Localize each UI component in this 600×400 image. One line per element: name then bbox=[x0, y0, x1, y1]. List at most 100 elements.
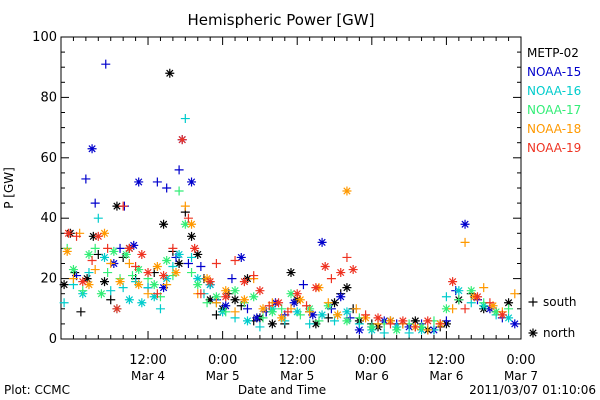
north-marker bbox=[137, 298, 147, 308]
north-marker bbox=[62, 246, 72, 256]
south-marker bbox=[361, 310, 371, 320]
south-marker bbox=[90, 198, 100, 208]
north-marker bbox=[165, 68, 175, 78]
north-marker bbox=[510, 319, 520, 329]
south-marker bbox=[174, 165, 184, 175]
north-marker bbox=[112, 201, 122, 211]
north-marker bbox=[488, 301, 498, 311]
north-marker bbox=[171, 268, 181, 278]
legend-marker-label: south bbox=[543, 295, 577, 309]
north-marker bbox=[121, 249, 131, 259]
north-marker bbox=[84, 280, 94, 290]
y-axis-label: P [GW] bbox=[2, 167, 16, 209]
north-marker bbox=[441, 304, 451, 314]
north-marker bbox=[274, 298, 284, 308]
south-marker bbox=[90, 265, 100, 275]
south-marker bbox=[174, 186, 184, 196]
x-axis-label: Date and Time bbox=[238, 383, 326, 397]
north-marker bbox=[112, 304, 122, 314]
north-marker bbox=[504, 298, 514, 308]
south-marker bbox=[101, 59, 111, 69]
x-tick-label-time: 0:00 bbox=[357, 353, 386, 368]
north-marker bbox=[59, 280, 69, 290]
north-marker bbox=[417, 322, 427, 332]
north-marker bbox=[96, 289, 106, 299]
south-marker bbox=[90, 243, 100, 253]
south-marker bbox=[441, 292, 451, 302]
south-marker bbox=[118, 201, 128, 211]
north-marker bbox=[423, 316, 433, 326]
south-marker bbox=[84, 268, 94, 278]
north-marker bbox=[239, 295, 249, 305]
south-marker bbox=[76, 307, 86, 317]
x-tick-label-date: Mar 6 bbox=[429, 369, 463, 383]
south-marker bbox=[211, 298, 221, 308]
south-marker bbox=[152, 177, 162, 187]
south-marker bbox=[305, 319, 315, 329]
legend-series-label: NOAA-18 bbox=[527, 122, 581, 136]
north-marker bbox=[342, 307, 352, 317]
north-marker bbox=[454, 286, 464, 296]
north-marker bbox=[193, 249, 203, 259]
north-marker bbox=[342, 283, 352, 293]
legend-series-label: NOAA-15 bbox=[527, 65, 581, 79]
x-tick-label-time: 12:00 bbox=[428, 353, 465, 368]
x-tick-label-date: Mar 6 bbox=[355, 369, 389, 383]
north-marker bbox=[317, 310, 327, 320]
north-marker bbox=[333, 310, 343, 320]
north-marker bbox=[230, 295, 240, 305]
south-marker bbox=[143, 289, 153, 299]
legend-series-label: NOAA-16 bbox=[527, 84, 581, 98]
north-marker bbox=[100, 277, 110, 287]
south-marker bbox=[510, 289, 520, 299]
north-marker bbox=[193, 274, 203, 284]
south-marker bbox=[68, 274, 78, 284]
chart-title: Hemispheric Power [GW] bbox=[188, 11, 375, 29]
north-marker bbox=[336, 292, 346, 302]
south-marker bbox=[298, 280, 308, 290]
south-marker bbox=[479, 283, 489, 293]
south-marker bbox=[183, 259, 193, 268]
south-marker bbox=[196, 289, 206, 299]
north-marker bbox=[354, 325, 364, 335]
north-marker bbox=[143, 268, 153, 278]
south-marker bbox=[385, 319, 395, 329]
south-marker bbox=[435, 319, 445, 329]
north-marker bbox=[177, 135, 187, 145]
south-marker bbox=[302, 301, 312, 311]
south-marker bbox=[258, 313, 268, 323]
x-tick-label-time: 0:00 bbox=[506, 353, 535, 368]
north-marker bbox=[258, 304, 268, 314]
south-marker bbox=[93, 213, 103, 223]
legend-marker-label: north bbox=[543, 326, 575, 340]
south-marker bbox=[326, 274, 336, 284]
south-marker bbox=[196, 262, 206, 272]
y-tick-label: 80 bbox=[40, 90, 57, 105]
south-marker bbox=[162, 280, 172, 290]
legend: METP-02 NOAA-15 NOAA-16 NOAA-17 NOAA-18 NOAA-… bbox=[527, 46, 581, 340]
north-marker bbox=[466, 286, 476, 296]
x-tick-label-date: Mar 7 bbox=[504, 369, 538, 383]
north-marker bbox=[88, 231, 98, 241]
south-marker bbox=[155, 304, 165, 314]
south-marker bbox=[342, 252, 352, 262]
footer-timestamp: 2011/03/07 01:10:06 bbox=[469, 383, 596, 397]
north-marker bbox=[292, 307, 302, 317]
south-marker bbox=[221, 307, 231, 317]
x-tick-label-date: Mar 5 bbox=[280, 369, 314, 383]
north-marker bbox=[460, 219, 470, 229]
south-marker bbox=[410, 322, 420, 332]
north-marker bbox=[348, 265, 358, 275]
north-marker bbox=[239, 277, 249, 287]
north-marker bbox=[491, 307, 501, 317]
y-tick-label: 100 bbox=[32, 30, 57, 45]
south-marker bbox=[351, 304, 361, 314]
south-marker bbox=[81, 174, 91, 184]
north-marker bbox=[84, 249, 94, 259]
south-marker bbox=[323, 298, 333, 308]
north-marker bbox=[190, 243, 200, 253]
series-metp-02 bbox=[59, 68, 514, 335]
south-marker bbox=[379, 328, 389, 338]
y-tick-label: 0 bbox=[49, 332, 57, 347]
south-marker bbox=[87, 255, 97, 265]
